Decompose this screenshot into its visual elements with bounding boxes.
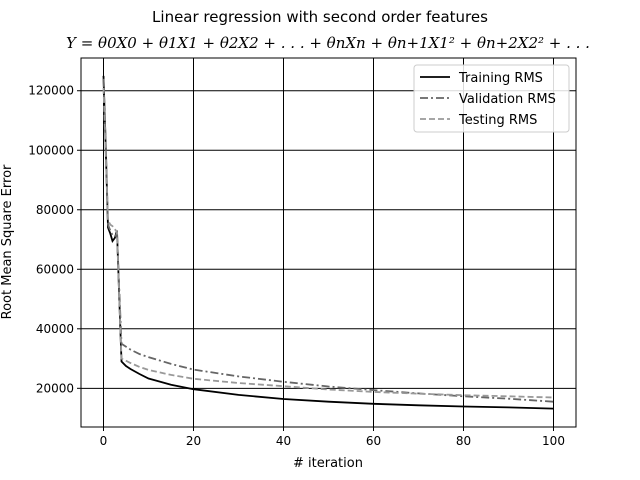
series-line-1 bbox=[102, 78, 554, 403]
chart-subtitle: Y = θ0X0 + θ1X1 + θ2X2 + . . . + θnXn + … bbox=[66, 34, 590, 52]
legend-box bbox=[413, 64, 570, 133]
x-tick-label: 40 bbox=[276, 434, 291, 448]
legend: Training RMS Validation RMS Testing RMS bbox=[413, 64, 570, 133]
x-tick-label: 0 bbox=[100, 434, 108, 448]
y-tick-label: 40000 bbox=[36, 322, 74, 336]
y-tick-label: 20000 bbox=[36, 381, 74, 395]
legend-label-1: Validation RMS bbox=[459, 92, 556, 107]
series-lines bbox=[102, 75, 554, 410]
x-tick-label: 20 bbox=[186, 434, 201, 448]
y-tick-label: 100000 bbox=[28, 143, 74, 157]
legend-label-0: Training RMS bbox=[458, 71, 543, 86]
x-tick-label: 100 bbox=[542, 434, 565, 448]
legend-label-2: Testing RMS bbox=[458, 113, 537, 128]
x-axis-label: # iteration bbox=[293, 456, 363, 471]
ticks: 0 20 40 60 80 100 20000 40000 60000 80000 100000 12… bbox=[28, 84, 565, 448]
y-axis-label: Root Mean Square Error bbox=[0, 164, 15, 319]
series-line-2 bbox=[102, 87, 554, 399]
chart-title: Linear regression with second order feat… bbox=[152, 8, 488, 26]
x-tick-label: 80 bbox=[456, 434, 471, 448]
y-tick-label: 80000 bbox=[36, 203, 74, 217]
plot-frame bbox=[80, 57, 577, 428]
y-tick-label: 60000 bbox=[36, 262, 74, 276]
x-tick-label: 60 bbox=[366, 434, 381, 448]
y-tick-label: 120000 bbox=[28, 84, 74, 98]
series-line-0 bbox=[102, 75, 554, 410]
